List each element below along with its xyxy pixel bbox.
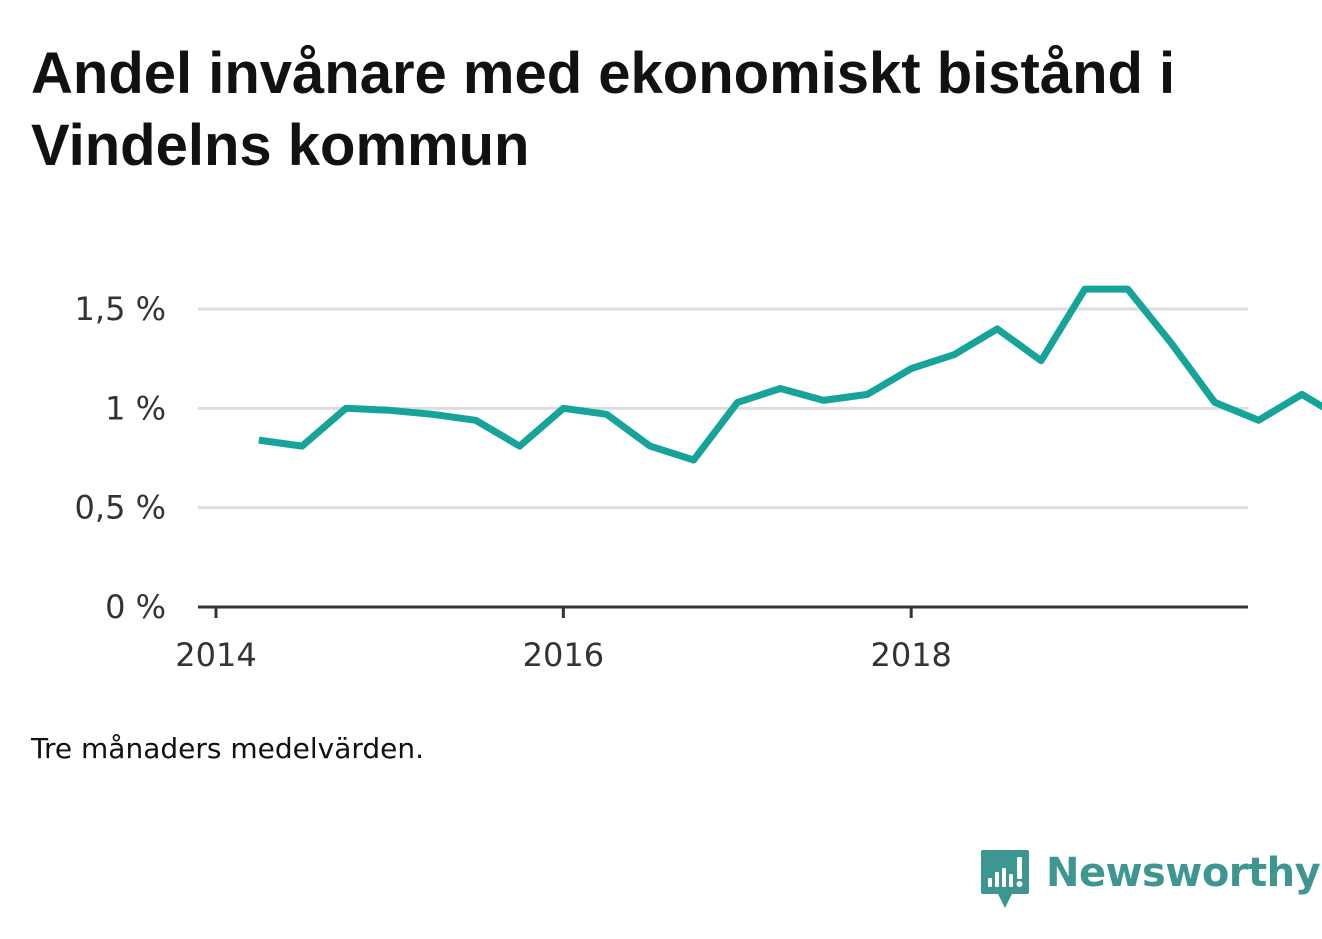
x-axis-ticks: 201420162018202120232025 [175, 607, 952, 674]
gridlines [198, 307, 1248, 609]
chart-note: Tre månaders medelvärden. [31, 732, 425, 765]
newsworthy-logo-icon [981, 850, 1029, 908]
logo-bar-1 [988, 878, 992, 887]
series-layer [258, 285, 1322, 464]
newsworthy-logo[interactable]: Newsworthy [980, 848, 1321, 912]
x-tick-label: 2018 [870, 636, 951, 674]
logo-bar-2 [995, 872, 999, 887]
line-chart: 0 %0,5 %1 %1,5 % 20142016201820212023202… [75, 285, 1322, 674]
series-line [258, 285, 1322, 464]
y-tick-label: 1,5 % [75, 290, 166, 328]
x-tick-label: 2016 [523, 636, 604, 674]
y-tick-label: 1 % [105, 389, 166, 427]
logo-bar-3 [1002, 868, 1006, 887]
brand-name: Newsworthy [1046, 850, 1321, 896]
y-tick-label: 0 % [105, 588, 166, 626]
x-tick-label: 2014 [175, 636, 256, 674]
logo-bar-5 [1017, 857, 1022, 879]
logo-dot [1016, 881, 1023, 887]
chart-title: Andel invånare med ekonomiskt bistånd i … [31, 41, 1176, 178]
y-tick-label: 0,5 % [75, 489, 166, 527]
logo-bar-4 [1009, 874, 1013, 887]
y-axis-ticks: 0 % 0,5 % 1 % 1,5 % [75, 290, 166, 626]
